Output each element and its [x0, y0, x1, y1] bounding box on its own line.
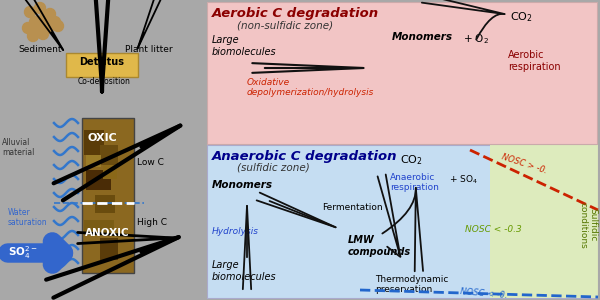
FancyBboxPatch shape	[66, 53, 138, 77]
Text: CO$_2$: CO$_2$	[400, 153, 423, 167]
Circle shape	[44, 8, 56, 20]
Circle shape	[37, 28, 49, 40]
Text: Anaerobic C degradation: Anaerobic C degradation	[212, 150, 398, 163]
Circle shape	[40, 13, 50, 23]
Text: NOSC < -0.: NOSC < -0.	[460, 287, 508, 300]
Text: Monomers: Monomers	[212, 180, 273, 190]
Text: Large
biomolecules: Large biomolecules	[212, 35, 277, 57]
Text: + O$_2$: + O$_2$	[463, 32, 489, 46]
FancyBboxPatch shape	[100, 238, 118, 260]
FancyBboxPatch shape	[100, 145, 118, 165]
Text: NOSC < -0.3: NOSC < -0.3	[465, 225, 522, 234]
Text: Low C: Low C	[137, 158, 164, 167]
Text: Large
biomolecules: Large biomolecules	[212, 260, 277, 282]
Circle shape	[35, 2, 46, 14]
Text: Thermodynamic
preservation: Thermodynamic preservation	[375, 275, 448, 294]
FancyArrowPatch shape	[8, 242, 64, 264]
Text: LMW
compounds: LMW compounds	[348, 235, 411, 256]
Text: + SO$_4$: + SO$_4$	[449, 173, 478, 185]
Text: (sulfidic zone): (sulfidic zone)	[237, 163, 310, 173]
Circle shape	[32, 22, 44, 34]
Circle shape	[43, 22, 53, 34]
Circle shape	[53, 20, 64, 32]
FancyBboxPatch shape	[84, 220, 114, 235]
FancyBboxPatch shape	[82, 118, 134, 273]
Text: Plant litter: Plant litter	[125, 45, 173, 54]
FancyBboxPatch shape	[86, 155, 101, 167]
FancyBboxPatch shape	[207, 145, 597, 298]
Circle shape	[25, 7, 35, 17]
Text: SO$_4^{2-}$: SO$_4^{2-}$	[8, 244, 38, 261]
Text: Monomers: Monomers	[392, 32, 453, 42]
FancyBboxPatch shape	[84, 130, 104, 155]
FancyBboxPatch shape	[86, 170, 111, 190]
Text: Detritus: Detritus	[79, 57, 125, 67]
Polygon shape	[490, 145, 598, 298]
Text: CO$_2$: CO$_2$	[510, 10, 533, 24]
FancyBboxPatch shape	[95, 195, 115, 213]
Text: Hydrolysis: Hydrolysis	[212, 227, 259, 236]
Text: ANOXIC: ANOXIC	[85, 228, 130, 238]
Text: Co-deposition: Co-deposition	[78, 77, 131, 86]
Text: (non-sulfidic zone): (non-sulfidic zone)	[237, 20, 333, 30]
Circle shape	[49, 16, 61, 28]
Text: Fermentation: Fermentation	[322, 203, 383, 212]
Text: High C: High C	[137, 218, 167, 227]
FancyBboxPatch shape	[103, 165, 117, 179]
Text: Sulfidic
conditions: Sulfidic conditions	[578, 202, 598, 248]
FancyBboxPatch shape	[207, 2, 597, 144]
Text: Sediment: Sediment	[18, 45, 62, 54]
Text: Aerobic C degradation: Aerobic C degradation	[212, 7, 379, 20]
Text: OXIC: OXIC	[87, 133, 117, 143]
Text: NOSC > -0.: NOSC > -0.	[500, 152, 548, 175]
Circle shape	[29, 16, 41, 28]
Circle shape	[23, 22, 34, 34]
Circle shape	[28, 31, 38, 41]
Text: Aerobic
respiration: Aerobic respiration	[508, 50, 560, 72]
Text: Oxidative
depolymerization/hydrolysis: Oxidative depolymerization/hydrolysis	[247, 78, 374, 98]
Text: Anaerobic
respiration: Anaerobic respiration	[390, 173, 439, 192]
Text: Water
saturation: Water saturation	[8, 208, 47, 227]
Text: Alluvial
material: Alluvial material	[2, 138, 34, 158]
